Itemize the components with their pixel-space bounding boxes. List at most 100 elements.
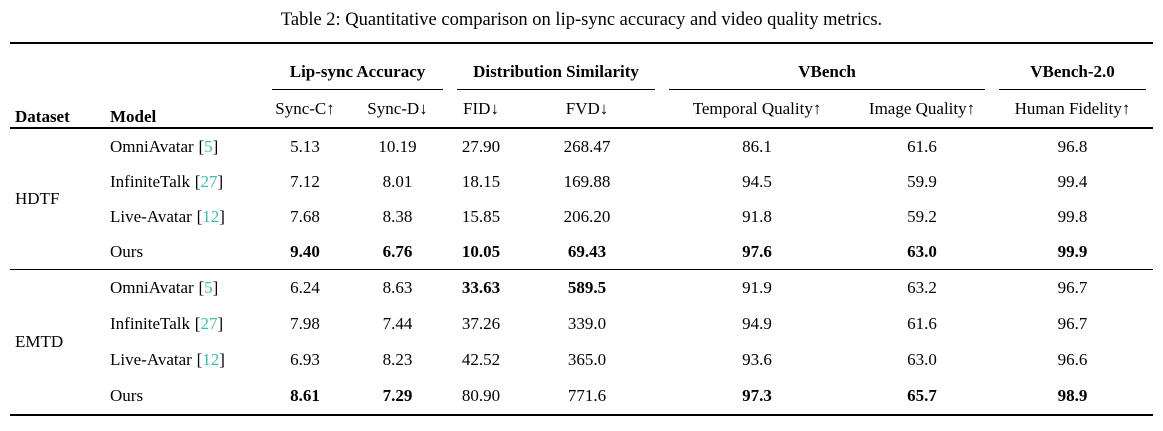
cell-fid: 37.26 (461, 314, 501, 333)
model-name: Ours (110, 386, 144, 405)
results-table: Dataset Model Lip-sync Accuracy Distribu… (10, 42, 1154, 416)
cell-fvd: 365.0 (567, 350, 607, 369)
dataset-label: HDTF (15, 189, 60, 208)
table-row: Ours 8.61 7.29 80.90 771.6 97.3 65.7 98.… (10, 378, 1153, 415)
citation-ref: [27] (195, 172, 223, 191)
cell-sync-c: 5.13 (290, 136, 320, 156)
cell-sync-d: 8.01 (382, 171, 413, 191)
model-cell: OmniAvatar [5] (105, 270, 265, 307)
cell-fid: 10.05 (461, 241, 501, 261)
column-header-human-fidelity: Human Fidelity↑ (1014, 98, 1131, 118)
citation-bracket: ] (217, 171, 224, 191)
table-row: HDTF OmniAvatar [5] 5.13 10.19 27.90 268.… (10, 128, 1153, 209)
cell-fvd: 339.0 (567, 314, 607, 333)
cell-sync-c: 7.12 (290, 171, 320, 191)
column-header-fvd: FVD↓ (565, 98, 609, 118)
citation-link[interactable]: 27 (200, 171, 218, 191)
model-name: InfiniteTalk (110, 171, 191, 191)
model-cell: Ours (105, 234, 265, 270)
model-cell: OmniAvatar [5] (105, 128, 265, 164)
citation-bracket: [ (198, 136, 205, 156)
citation-ref: [5] (198, 278, 218, 297)
group-label: VBench-2.0 (999, 62, 1147, 90)
table-caption: Table 2: Quantitative comparison on lip-… (280, 10, 883, 30)
model-name: Live-Avatar (110, 206, 192, 226)
cell-sync-d: 7.29 (382, 386, 413, 405)
citation-bracket: [ (198, 278, 205, 297)
cell-human-fidelity: 96.7 (1057, 278, 1088, 297)
cell-image-quality: 61.6 (907, 314, 937, 333)
cell-human-fidelity: 96.6 (1057, 350, 1088, 369)
cell-human-fidelity: 99.9 (1057, 241, 1088, 261)
table-row: InfiniteTalk [27] 7.12 8.01 18.15 169.88 … (10, 164, 1153, 199)
citation-link[interactable]: 5 (204, 136, 213, 156)
cell-fvd: 69.43 (567, 241, 607, 261)
cell-temporal-quality: 86.1 (742, 136, 772, 156)
citation-bracket: [ (194, 171, 201, 191)
citation-bracket: ] (212, 136, 219, 156)
cell-fvd: 589.5 (567, 278, 607, 297)
cell-human-fidelity: 98.9 (1057, 386, 1088, 405)
model-name: InfiniteTalk (110, 314, 191, 333)
table-row: EMTD OmniAvatar [5] 6.24 8.63 33.63 589.5… (10, 270, 1153, 351)
citation-link[interactable]: 12 (202, 206, 220, 226)
cell-temporal-quality: 94.5 (742, 171, 772, 191)
citation-bracket: ] (212, 278, 219, 297)
citation-bracket: ] (219, 206, 225, 226)
cell-sync-d: 7.44 (382, 314, 413, 333)
citation-link[interactable]: 5 (204, 278, 213, 297)
cell-fvd: 169.88 (563, 171, 611, 191)
table-row: InfiniteTalk [27] 7.98 7.44 37.26 339.0 9… (10, 306, 1153, 342)
column-header-model: Model (110, 107, 157, 126)
group-header-lipsync-accuracy: Lip-sync Accuracy (265, 43, 450, 90)
cell-fvd: 268.47 (563, 136, 611, 156)
model-name: OmniAvatar (110, 136, 194, 156)
cell-temporal-quality: 93.6 (742, 350, 772, 369)
table-row: Ours 9.40 6.76 10.05 69.43 97.6 63.0 99.… (10, 234, 1153, 270)
column-header-sync-c: Sync-C↑ (275, 98, 335, 118)
subheader-row: Sync-C↑ Sync-D↓ FID↓ FVD↓ Temporal Quali… (10, 90, 1153, 128)
cell-fid: 15.85 (461, 206, 501, 226)
citation-bracket: ] (217, 314, 224, 333)
model-cell: Live-Avatar [12] (105, 342, 265, 378)
cell-human-fidelity: 96.7 (1057, 314, 1088, 333)
group-label: Lip-sync Accuracy (272, 62, 443, 90)
cell-image-quality: 59.9 (907, 171, 937, 191)
group-header-vbench-2-0: VBench-2.0 (992, 43, 1153, 90)
cell-fvd: 206.20 (563, 206, 611, 226)
column-header-dataset: Dataset (15, 107, 70, 126)
model-cell: Ours (105, 378, 265, 415)
citation-bracket: [ (196, 350, 203, 369)
cell-sync-c: 7.98 (290, 314, 320, 333)
table-header: Dataset Model Lip-sync Accuracy Distribu… (10, 43, 1154, 128)
group-header-distribution-similarity: Distribution Similarity (450, 43, 662, 90)
cell-image-quality: 59.2 (907, 206, 937, 226)
cell-fvd: 771.6 (567, 386, 607, 405)
citation-link[interactable]: 12 (202, 350, 220, 369)
cell-image-quality: 63.0 (907, 350, 937, 369)
group-header-vbench: VBench (662, 43, 992, 90)
model-cell: InfiniteTalk [27] (105, 306, 265, 342)
cell-sync-c: 9.40 (290, 241, 320, 261)
column-header-fid: FID↓ (463, 98, 499, 118)
model-name: Ours (110, 241, 144, 261)
citation-link[interactable]: 27 (200, 314, 218, 333)
citation-ref: [5] (198, 137, 218, 156)
column-header-temporal-quality: Temporal Quality↑ (692, 98, 822, 118)
model-name: OmniAvatar (110, 278, 194, 297)
section-emtd: EMTD OmniAvatar [5] 6.24 8.63 33.63 589.5… (10, 269, 1154, 416)
cell-fid: 27.90 (461, 136, 501, 156)
cell-fid: 42.52 (461, 350, 501, 369)
cell-image-quality: 63.0 (907, 241, 937, 261)
model-cell: InfiniteTalk [27] (105, 164, 265, 199)
dataset-label: EMTD (15, 332, 64, 351)
cell-sync-d: 10.19 (378, 136, 417, 156)
table-row: Live-Avatar [12] 6.93 8.23 42.52 365.0 93… (10, 342, 1153, 378)
citation-ref: [12] (197, 207, 225, 226)
citation-bracket: [ (196, 206, 203, 226)
cell-sync-c: 6.24 (290, 278, 320, 297)
citation-ref: [12] (197, 350, 225, 369)
model-cell: Live-Avatar [12] (105, 199, 265, 234)
table-row: Live-Avatar [12] 7.68 8.38 15.85 206.20 9… (10, 199, 1153, 234)
cell-image-quality: 65.7 (907, 386, 937, 405)
